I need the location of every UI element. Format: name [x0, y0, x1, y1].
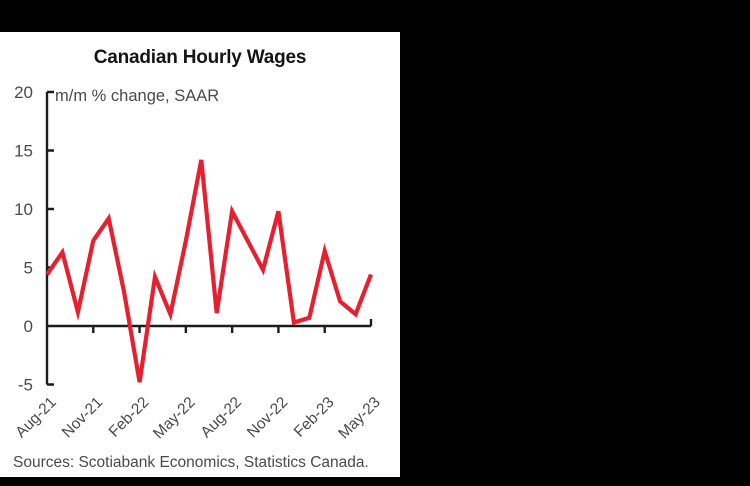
x-tick-label: May-23: [335, 394, 384, 443]
x-tick-label: Feb-22: [106, 394, 153, 441]
x-tick-label: Feb-23: [291, 394, 338, 441]
axes: [45, 90, 373, 386]
y-tick-label: 15: [14, 142, 33, 161]
chart-card: Canadian Hourly Wages m/m % change, SAAR…: [0, 32, 400, 477]
x-tick-label: Aug-22: [198, 394, 245, 441]
x-tick-label: Aug-21: [12, 394, 59, 441]
chart-sources: Sources: Scotiabank Economics, Statistic…: [13, 454, 369, 471]
x-tick-label: Nov-22: [244, 394, 291, 441]
y-tick-label: 20: [14, 83, 33, 102]
y-tick-label: 0: [24, 317, 33, 336]
wage-line-series: [45, 159, 373, 383]
chart-annotation: m/m % change, SAAR: [55, 87, 220, 105]
x-tick-label: Nov-21: [59, 394, 106, 441]
y-tick-label: -5: [18, 376, 33, 395]
y-tick-label: 10: [14, 200, 33, 219]
y-tick-label: 5: [24, 259, 33, 278]
chart-title: Canadian Hourly Wages: [93, 47, 307, 68]
x-tick-label: May-22: [150, 394, 199, 443]
